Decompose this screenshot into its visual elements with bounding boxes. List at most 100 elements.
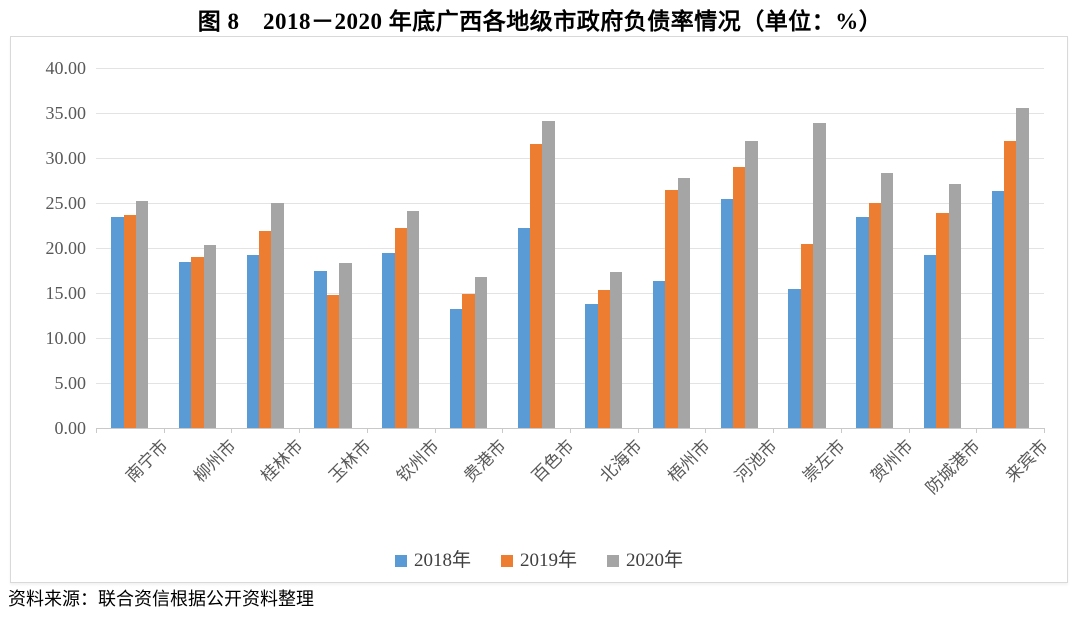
y-axis-tick-label: 30.00 <box>45 148 87 168</box>
bar-2019年-玉林市 <box>326 294 340 428</box>
y-axis-tick-label: 20.00 <box>45 238 87 258</box>
legend-item-2020年: 2020年 <box>607 551 683 570</box>
legend-item-label: 2019年 <box>519 550 577 571</box>
bar-2020年-北海市 <box>610 272 623 428</box>
bar-2020年-崇左市 <box>813 122 826 428</box>
bar-2019年-钦州市 <box>394 228 407 428</box>
bar-2020年-贵港市 <box>474 276 488 428</box>
bar-2020年-钦州市 <box>406 211 420 428</box>
bar-2020年-百色市 <box>542 121 555 428</box>
x-axis-category-label: 防城港市 <box>922 436 985 498</box>
y-axis-tick-label: 10.00 <box>45 328 87 348</box>
x-axis-category-label: 南宁市 <box>122 436 172 486</box>
bar-2018年-南宁市 <box>111 217 124 428</box>
bar-2019年-防城港市 <box>936 212 949 428</box>
bar-2018年-钦州市 <box>382 252 395 428</box>
bar-2019年-贺州市 <box>868 203 881 428</box>
bar-2018年-防城港市 <box>923 255 937 428</box>
y-gridline <box>96 248 1044 249</box>
x-axis-category-label: 来宾市 <box>1002 436 1052 486</box>
bar-2018年-北海市 <box>585 303 598 428</box>
bar-2019年-河池市 <box>733 167 746 428</box>
x-axis-category-label: 河池市 <box>731 436 782 486</box>
bar-2020年-柳州市 <box>203 245 217 428</box>
bar-2018年-柳州市 <box>178 261 192 428</box>
bar-2020年-玉林市 <box>339 263 352 428</box>
legend-item-2018年: 2018年 <box>394 550 471 571</box>
x-axis-tickmark <box>434 428 436 433</box>
legend-item-2019年: 2019年 <box>500 550 577 571</box>
x-axis-tickmark <box>840 428 842 433</box>
x-axis-tickmark <box>502 428 504 433</box>
chart-frame: 2018年 2019年 2020年 0.00 5.00 10.00 15.00 20.00 2… <box>10 36 1068 583</box>
x-axis-tickmark <box>976 428 978 433</box>
x-axis-tickmark <box>299 428 301 433</box>
y-axis-tick-label: 5.00 <box>54 373 87 393</box>
chart-title: 图 8 2018－2020 年底广西各地级市政府负债率情况（单位：%） <box>197 9 883 34</box>
y-gridline <box>96 113 1044 114</box>
y-axis-tick-label: 0.00 <box>54 418 87 438</box>
legend-swatch-icon <box>394 554 407 567</box>
bar-2020年-防城港市 <box>948 184 962 428</box>
x-axis-category-label: 柳州市 <box>189 436 240 486</box>
x-axis-tickmark <box>96 428 97 433</box>
x-axis-tickmark <box>908 428 910 433</box>
x-axis-tickmark <box>231 428 233 433</box>
bar-2019年-贵港市 <box>462 293 475 428</box>
y-gridline <box>96 383 1044 384</box>
bar-2019年-柳州市 <box>191 257 204 428</box>
bar-2018年-来宾市 <box>991 191 1004 428</box>
bar-2018年-崇左市 <box>788 289 801 428</box>
bar-2018年-贵港市 <box>449 309 463 428</box>
bar-2020年-南宁市 <box>136 201 149 428</box>
y-gridline <box>96 158 1044 159</box>
x-axis-tickmark <box>163 428 165 433</box>
bar-2020年-河池市 <box>745 140 758 428</box>
bar-2018年-贺州市 <box>856 216 869 428</box>
chart-legend: 2018年 2019年 2020年 <box>11 551 1067 570</box>
bar-2019年-桂林市 <box>259 230 272 428</box>
y-axis-tick-label: 25.00 <box>45 193 87 213</box>
y-axis-tick-label: 40.00 <box>45 58 87 78</box>
x-axis-category-label: 北海市 <box>596 436 646 486</box>
bar-2019年-北海市 <box>597 290 611 428</box>
x-axis-category-label: 梧州市 <box>663 436 714 486</box>
bar-2019年-崇左市 <box>800 243 814 428</box>
y-gridline <box>96 68 1044 69</box>
legend-item-label: 2018年 <box>413 550 471 571</box>
y-gridline <box>96 203 1044 204</box>
bar-2020年-桂林市 <box>271 203 284 428</box>
legend-swatch-icon <box>607 554 619 567</box>
bar-2020年-贺州市 <box>880 173 894 428</box>
bar-2018年-河池市 <box>720 198 734 428</box>
bar-2020年-梧州市 <box>677 177 691 428</box>
y-gridline <box>96 338 1044 339</box>
x-axis-tickmark <box>773 428 775 433</box>
x-axis-tickmark <box>570 428 571 433</box>
x-axis-category-label: 玉林市 <box>325 436 375 486</box>
x-axis-category-label: 崇左市 <box>799 436 849 486</box>
bar-2019年-百色市 <box>529 143 543 428</box>
x-axis-category-label: 贺州市 <box>866 436 917 486</box>
bar-2019年-南宁市 <box>123 214 137 428</box>
y-axis-tick-label: 15.00 <box>45 283 87 303</box>
x-axis-tickmark <box>705 428 707 433</box>
legend-swatch-icon <box>500 554 513 567</box>
legend-item-label: 2020年 <box>626 550 684 571</box>
x-axis-tickmark <box>637 428 639 433</box>
bar-2018年-百色市 <box>517 228 530 428</box>
x-axis-category-label: 桂林市 <box>257 436 308 486</box>
bar-2019年-梧州市 <box>665 189 678 428</box>
bar-2018年-梧州市 <box>652 281 666 428</box>
x-axis-tickmark <box>1044 428 1045 433</box>
y-gridline <box>96 293 1044 294</box>
bar-2018年-玉林市 <box>314 271 327 428</box>
y-axis-tick-label: 35.00 <box>45 103 87 123</box>
source-note: 资料来源：联合资信根据公开资料整理 <box>8 589 314 609</box>
x-axis-category-label: 百色市 <box>528 436 578 486</box>
bar-2019年-来宾市 <box>1003 140 1017 428</box>
x-axis-category-label: 贵港市 <box>460 436 511 486</box>
x-axis-tickmark <box>366 428 368 433</box>
bar-2018年-桂林市 <box>246 255 260 428</box>
